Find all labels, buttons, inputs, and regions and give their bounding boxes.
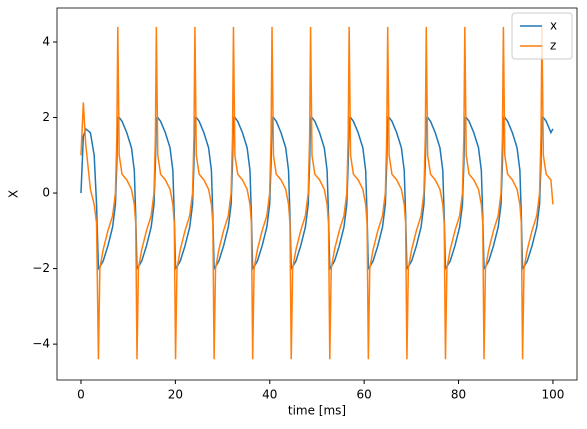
y-tick-label: −4 — [32, 337, 50, 351]
plot-frame — [56, 7, 578, 381]
legend-label: x — [550, 19, 557, 33]
y-tick-label: 0 — [42, 186, 50, 200]
line-series — [80, 26, 554, 360]
x-tick-label: 0 — [77, 388, 85, 402]
x-tick-label: 100 — [541, 388, 564, 402]
legend-box — [511, 12, 573, 60]
x-tick-label: 40 — [262, 388, 277, 402]
x-tick-label: 80 — [451, 388, 466, 402]
y-tick-label: −2 — [32, 261, 50, 275]
legend-label: z — [550, 39, 556, 53]
y-tick-label: 2 — [42, 110, 50, 124]
line-series — [80, 116, 554, 271]
x-axis-label: time [ms] — [288, 404, 346, 418]
x-tick-label: 20 — [168, 388, 183, 402]
x-tick-label: 60 — [357, 388, 372, 402]
y-tick-label: 4 — [42, 34, 50, 48]
y-axis-label: X — [7, 190, 21, 198]
